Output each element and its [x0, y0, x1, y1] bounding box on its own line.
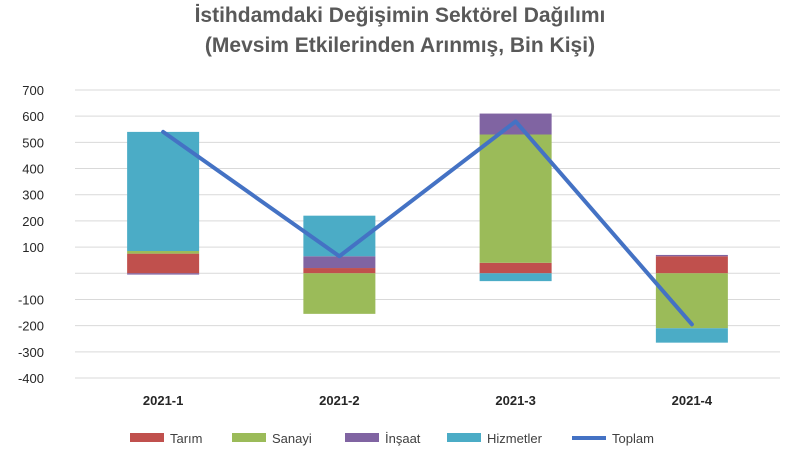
bar-segment-Tarım	[479, 262, 552, 274]
bar-segment-İnşaat	[303, 256, 376, 269]
bar-segment-Hizmetler	[655, 328, 728, 343]
legend-swatch-Sanayi	[232, 433, 266, 442]
y-tick-label: 400	[22, 162, 44, 177]
bar-segment-İnşaat	[127, 273, 200, 275]
legend-swatch-Tarım	[130, 433, 164, 442]
y-tick-label: 200	[22, 214, 44, 229]
bar-segment-Hizmetler	[127, 131, 200, 252]
y-tick-label: 500	[22, 135, 44, 150]
legend-label: Tarım	[170, 431, 203, 446]
bar-segment-Tarım	[127, 253, 200, 274]
x-tick-label: 2021-1	[143, 393, 183, 408]
legend-label: Hizmetler	[487, 431, 543, 446]
y-tick-label: 600	[22, 109, 44, 124]
chart-title-line2: (Mevsim Etkilerinden Arınmış, Bin Kişi)	[204, 34, 596, 57]
bar-segment-Sanayi	[303, 273, 376, 314]
bar-segment-Sanayi	[479, 134, 552, 263]
legend-swatch-Hizmetler	[447, 433, 481, 442]
chart-title-line1: İstihdamdaki Değişimin Sektörel Dağılımı	[194, 4, 606, 27]
y-tick-label: -400	[18, 371, 44, 386]
x-tick-label: 2021-2	[319, 393, 359, 408]
legend-swatch-İnşaat	[345, 433, 379, 442]
bar-segment-Sanayi	[655, 273, 728, 329]
legend-label: Toplam	[612, 431, 654, 446]
x-tick-label: 2021-3	[495, 393, 535, 408]
legend-label: İnşaat	[385, 431, 421, 446]
y-tick-label: 300	[22, 188, 44, 203]
y-tick-label: -300	[18, 345, 44, 360]
y-tick-label: -100	[18, 292, 44, 307]
y-tick-label: -200	[18, 319, 44, 334]
bar-segment-Sanayi	[127, 251, 200, 254]
bar-segment-Tarım	[303, 268, 376, 274]
bar-segment-Hizmetler	[479, 273, 552, 282]
bar-segment-Tarım	[655, 256, 728, 274]
y-tick-label: 700	[22, 83, 44, 98]
total-line	[161, 119, 694, 327]
x-tick-label: 2021-4	[672, 393, 713, 408]
bar-segment-İnşaat	[655, 254, 728, 257]
legend-label: Sanayi	[272, 431, 312, 446]
y-tick-label: 100	[22, 240, 44, 255]
